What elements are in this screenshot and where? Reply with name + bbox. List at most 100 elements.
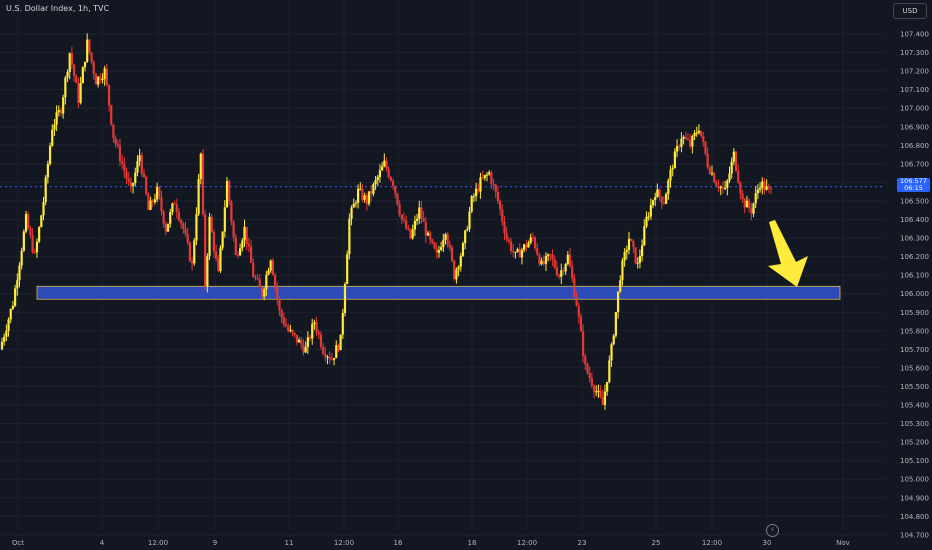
candle-body bbox=[614, 312, 617, 336]
price-tick-label: 105.700 bbox=[900, 346, 929, 354]
candle-body bbox=[708, 167, 711, 174]
candle-body bbox=[350, 207, 353, 219]
candle-body bbox=[560, 270, 563, 277]
candle-body bbox=[90, 52, 93, 62]
symbol-title: U.S. Dollar Index, 1h, TVC bbox=[6, 4, 110, 13]
candle-body bbox=[582, 331, 585, 357]
candle-body bbox=[612, 335, 615, 345]
candle-body bbox=[699, 130, 703, 137]
candle-body bbox=[405, 220, 408, 229]
candle-body bbox=[586, 364, 589, 373]
candle-body bbox=[230, 201, 233, 222]
candle-body bbox=[337, 345, 340, 351]
candle-body bbox=[158, 187, 161, 198]
candle-body bbox=[116, 143, 119, 146]
time-tick-label: 12:00 bbox=[334, 539, 354, 547]
candle-body bbox=[599, 390, 602, 397]
price-tick-label: 107.400 bbox=[900, 31, 929, 39]
candle-body bbox=[472, 196, 475, 198]
candle-body bbox=[656, 189, 659, 198]
candle-body bbox=[354, 202, 358, 204]
time-tick-label: 12:00 bbox=[517, 539, 537, 547]
candle-body bbox=[328, 356, 331, 360]
candle-body bbox=[149, 200, 152, 210]
price-tick-label: 106.200 bbox=[900, 253, 929, 261]
candle-body bbox=[228, 181, 231, 202]
candle-body bbox=[571, 266, 574, 279]
candle-body bbox=[527, 242, 530, 248]
candle-body bbox=[573, 278, 576, 297]
candle-body bbox=[662, 203, 666, 205]
candle-body bbox=[568, 254, 572, 267]
candle-body bbox=[291, 330, 294, 333]
candle-body bbox=[721, 186, 725, 189]
currency-button[interactable]: USD bbox=[893, 3, 927, 19]
candle-body bbox=[59, 110, 63, 114]
candle-body bbox=[592, 385, 596, 392]
candle-body bbox=[450, 247, 454, 261]
candle-body bbox=[280, 310, 283, 318]
candle-body bbox=[46, 163, 49, 178]
support-zone[interactable] bbox=[36, 285, 841, 300]
candle-body bbox=[0, 341, 4, 350]
candle-body bbox=[24, 214, 28, 232]
current-price-tag: 106.577 06:15 bbox=[897, 178, 930, 192]
candle-body bbox=[260, 287, 264, 297]
candle-body bbox=[641, 245, 644, 256]
candle-body bbox=[94, 74, 98, 85]
candle-body bbox=[477, 188, 480, 192]
price-tick-label: 105.600 bbox=[900, 364, 929, 372]
candlesticks bbox=[0, 33, 773, 410]
candle-body bbox=[166, 223, 170, 232]
candle-body bbox=[625, 250, 628, 253]
price-tick-label: 104.800 bbox=[900, 513, 929, 521]
candle-body bbox=[193, 240, 196, 264]
time-tick-label: 30 bbox=[763, 539, 772, 547]
candle-body bbox=[97, 76, 100, 85]
candle-body bbox=[322, 346, 325, 354]
candle-body bbox=[40, 215, 43, 228]
price-tick-label: 106.000 bbox=[900, 290, 929, 298]
candle-body bbox=[632, 241, 635, 248]
candle-body bbox=[197, 179, 200, 215]
candle-body bbox=[263, 289, 266, 297]
candle-body bbox=[295, 334, 299, 343]
down-arrow[interactable] bbox=[768, 220, 808, 287]
candle-body bbox=[562, 270, 565, 272]
candle-body bbox=[219, 247, 222, 272]
price-axis[interactable] bbox=[886, 0, 932, 550]
candle-body bbox=[713, 172, 716, 183]
bolt-icon[interactable]: ⚡ bbox=[766, 524, 779, 537]
candle-body bbox=[636, 262, 639, 264]
candle-body bbox=[62, 97, 65, 114]
price-tick-label: 105.000 bbox=[900, 476, 929, 484]
candle-body bbox=[479, 177, 482, 192]
candle-body bbox=[407, 228, 410, 230]
candle-body bbox=[35, 241, 39, 253]
candle-body bbox=[225, 181, 229, 208]
candle-body bbox=[31, 235, 34, 253]
candle-body bbox=[151, 200, 154, 203]
candle-body bbox=[114, 138, 117, 144]
candle-body bbox=[232, 221, 235, 238]
price-tick-label: 105.500 bbox=[900, 383, 929, 391]
candle-body bbox=[14, 288, 17, 306]
candle-body bbox=[389, 177, 392, 181]
candle-body bbox=[341, 312, 344, 335]
candle-body bbox=[9, 308, 12, 320]
candle-body bbox=[499, 200, 502, 210]
candle-body bbox=[595, 391, 598, 393]
candle-body bbox=[306, 337, 309, 348]
candle-body bbox=[706, 153, 709, 168]
candle-body bbox=[372, 184, 375, 194]
candle-body bbox=[284, 324, 288, 327]
candle-body bbox=[53, 124, 56, 130]
candle-body bbox=[686, 138, 690, 140]
candle-body bbox=[184, 228, 187, 234]
price-tick-label: 105.200 bbox=[900, 439, 929, 447]
candle-body bbox=[415, 218, 419, 221]
candle-body bbox=[356, 188, 360, 203]
candle-body bbox=[317, 332, 320, 335]
candle-body bbox=[459, 255, 462, 267]
